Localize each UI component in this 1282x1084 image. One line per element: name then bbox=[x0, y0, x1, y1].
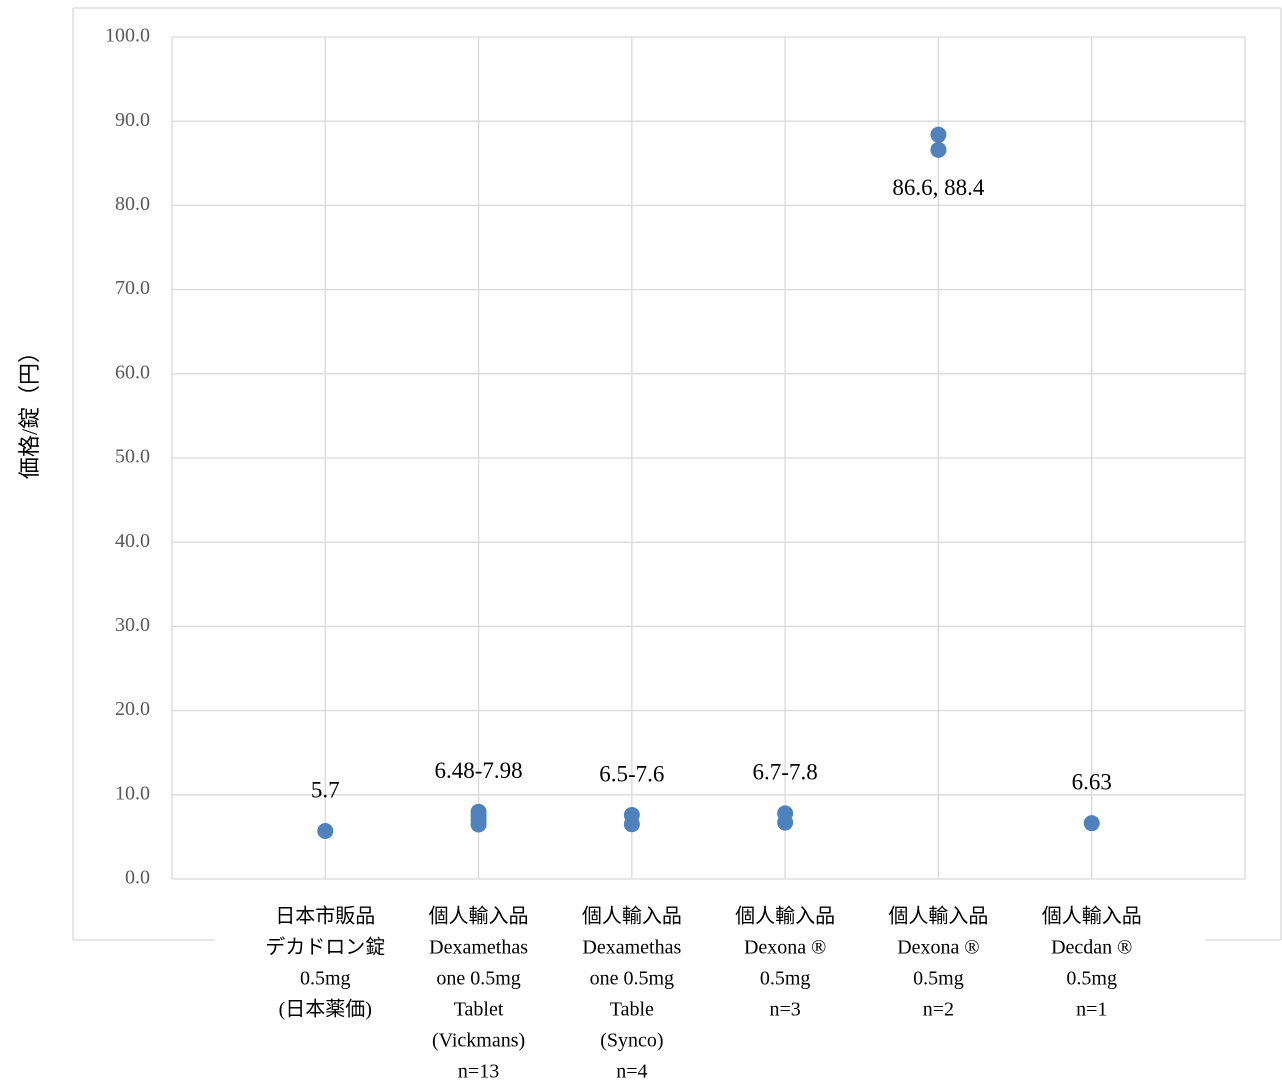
data-point bbox=[777, 805, 794, 822]
x-tick-label: one 0.5mg bbox=[590, 968, 674, 990]
data-point bbox=[317, 823, 334, 840]
x-tick-label: 0.5mg bbox=[300, 968, 351, 990]
y-tick-label: 70.0 bbox=[115, 277, 150, 299]
x-tick-label: 個人輸入品 bbox=[888, 905, 988, 928]
data-label: 6.7-7.8 bbox=[753, 760, 818, 785]
x-tick-label: 日本市販品 bbox=[275, 905, 375, 928]
y-tick-label: 50.0 bbox=[115, 446, 150, 468]
data-label: 86.6, 88.4 bbox=[892, 175, 985, 200]
data-point bbox=[1083, 815, 1100, 832]
x-tick-label: 個人輸入品 bbox=[429, 905, 529, 928]
data-label: 6.48-7.98 bbox=[434, 758, 522, 783]
y-tick-label: 10.0 bbox=[115, 782, 150, 804]
y-tick-label: 80.0 bbox=[115, 193, 150, 215]
y-tick-label: 30.0 bbox=[115, 614, 150, 636]
y-tick-label: 0.0 bbox=[125, 867, 150, 889]
data-point bbox=[623, 807, 640, 824]
data-label: 6.5-7.6 bbox=[599, 761, 664, 786]
x-tick-label: n=13 bbox=[458, 1061, 499, 1083]
x-tick-label: 0.5mg bbox=[760, 968, 811, 990]
x-tick-label: 個人輸入品 bbox=[582, 905, 682, 928]
x-tick-label: 個人輸入品 bbox=[1042, 905, 1142, 928]
data-label: 6.63 bbox=[1072, 769, 1112, 794]
data-point bbox=[930, 126, 947, 143]
x-tick-label: (日本薬価) bbox=[279, 998, 372, 1021]
x-tick-label: Dexona ® bbox=[897, 937, 979, 959]
x-tick-label: Dexamethas bbox=[582, 937, 681, 959]
y-tick-label: 100.0 bbox=[105, 25, 150, 47]
y-tick-label: 20.0 bbox=[115, 698, 150, 720]
x-tick-label: 0.5mg bbox=[913, 968, 964, 990]
data-label: 5.7 bbox=[311, 777, 340, 802]
x-tick-label: n=3 bbox=[770, 999, 801, 1021]
x-tick-label: (Vickmans) bbox=[432, 1030, 525, 1052]
y-tick-label: 40.0 bbox=[115, 530, 150, 552]
x-tick-label: Dexona ® bbox=[744, 937, 826, 959]
x-tick-label: Dexamethas bbox=[429, 937, 528, 959]
x-tick-label: 個人輸入品 bbox=[735, 905, 835, 928]
x-tick-label: one 0.5mg bbox=[436, 968, 520, 990]
x-tick-label: n=2 bbox=[923, 999, 954, 1021]
data-point bbox=[470, 803, 487, 820]
data-point bbox=[930, 141, 947, 158]
x-tick-label: n=1 bbox=[1076, 999, 1107, 1021]
x-tick-label: n=4 bbox=[616, 1061, 647, 1083]
y-tick-label: 90.0 bbox=[115, 109, 150, 131]
x-tick-label: Table bbox=[610, 999, 654, 1021]
y-axis-label: 価格/錠（円） bbox=[17, 341, 42, 479]
x-tick-label: Tablet bbox=[454, 999, 504, 1021]
x-tick-label: (Synco) bbox=[600, 1030, 663, 1052]
x-tick-label: 0.5mg bbox=[1066, 968, 1117, 990]
x-tick-label: Decdan ® bbox=[1051, 937, 1132, 959]
x-tick-label: デカドロン錠 bbox=[265, 936, 385, 959]
y-tick-label: 60.0 bbox=[115, 361, 150, 383]
